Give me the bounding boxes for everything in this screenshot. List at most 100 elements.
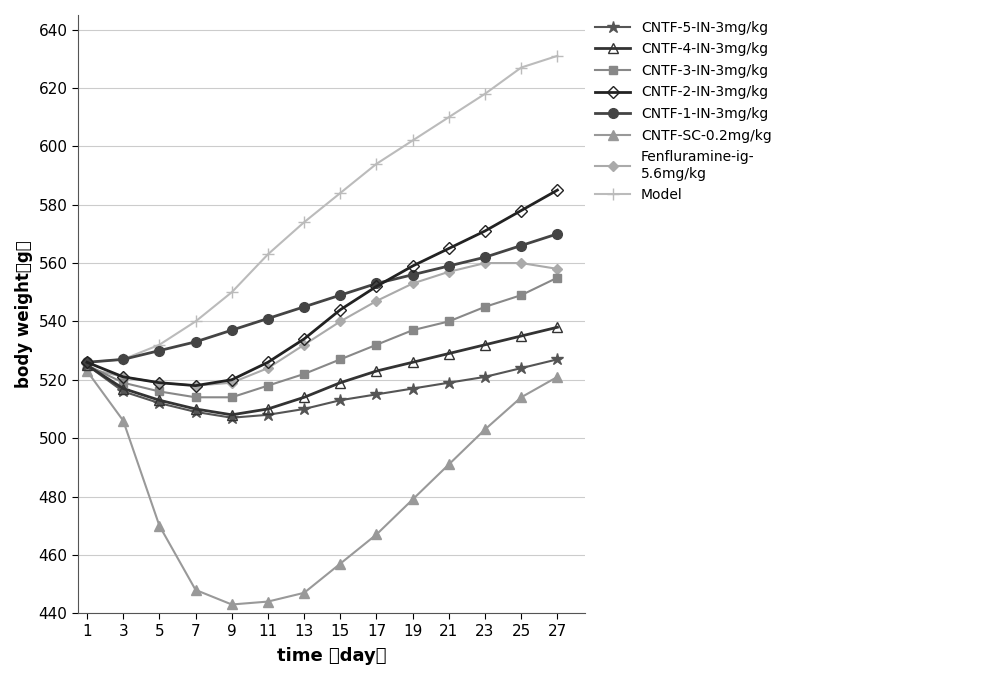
Model (407, 137, 419, 145)
Y-axis label: body weight（g）: body weight（g） (15, 240, 33, 388)
CNTF-4-IN-3mg/kg (551, 323, 563, 331)
Line: CNTF-4-IN-3mg/kg: CNTF-4-IN-3mg/kg (82, 322, 562, 420)
CNTF-1-IN-3mg/kg (551, 230, 563, 238)
CNTF-4-IN-3mg/kg (515, 332, 527, 340)
CNTF-2-IN-3mg/kg (479, 227, 491, 235)
Fenfluramine-ig-
5.6mg/kg (226, 379, 238, 387)
Line: Model: Model (81, 50, 563, 368)
CNTF-2-IN-3mg/kg (298, 335, 310, 343)
CNTF-3-IN-3mg/kg (262, 381, 274, 390)
CNTF-1-IN-3mg/kg (190, 338, 202, 346)
Model (551, 52, 563, 60)
CNTF-SC-0.2mg/kg (190, 586, 202, 594)
CNTF-4-IN-3mg/kg (407, 358, 419, 367)
CNTF-SC-0.2mg/kg (407, 495, 419, 503)
CNTF-5-IN-3mg/kg (262, 411, 274, 419)
CNTF-5-IN-3mg/kg (370, 390, 382, 398)
CNTF-5-IN-3mg/kg (153, 399, 165, 407)
CNTF-SC-0.2mg/kg (226, 600, 238, 609)
CNTF-3-IN-3mg/kg (117, 379, 129, 387)
CNTF-2-IN-3mg/kg (443, 244, 455, 252)
CNTF-3-IN-3mg/kg (226, 393, 238, 401)
CNTF-SC-0.2mg/kg (479, 425, 491, 433)
Line: CNTF-5-IN-3mg/kg: CNTF-5-IN-3mg/kg (81, 353, 564, 424)
CNTF-5-IN-3mg/kg (407, 384, 419, 392)
CNTF-5-IN-3mg/kg (551, 355, 563, 363)
CNTF-2-IN-3mg/kg (551, 186, 563, 194)
X-axis label: time （day）: time （day） (277, 647, 386, 665)
CNTF-5-IN-3mg/kg (334, 396, 346, 405)
CNTF-2-IN-3mg/kg (226, 376, 238, 384)
CNTF-1-IN-3mg/kg (298, 303, 310, 311)
Fenfluramine-ig-
5.6mg/kg (479, 259, 491, 267)
CNTF-4-IN-3mg/kg (190, 405, 202, 413)
CNTF-1-IN-3mg/kg (117, 355, 129, 363)
CNTF-SC-0.2mg/kg (117, 417, 129, 425)
CNTF-2-IN-3mg/kg (370, 282, 382, 290)
Line: Fenfluramine-ig-
5.6mg/kg: Fenfluramine-ig- 5.6mg/kg (84, 260, 561, 389)
CNTF-SC-0.2mg/kg (153, 522, 165, 530)
Legend: CNTF-5-IN-3mg/kg, CNTF-4-IN-3mg/kg, CNTF-3-IN-3mg/kg, CNTF-2-IN-3mg/kg, CNTF-1-I: CNTF-5-IN-3mg/kg, CNTF-4-IN-3mg/kg, CNTF… (590, 15, 777, 208)
CNTF-3-IN-3mg/kg (443, 318, 455, 326)
CNTF-SC-0.2mg/kg (81, 367, 93, 375)
Model (370, 160, 382, 168)
Fenfluramine-ig-
5.6mg/kg (443, 268, 455, 276)
CNTF-SC-0.2mg/kg (515, 393, 527, 401)
CNTF-3-IN-3mg/kg (153, 388, 165, 396)
CNTF-4-IN-3mg/kg (117, 384, 129, 392)
Model (479, 90, 491, 98)
Model (334, 189, 346, 197)
CNTF-3-IN-3mg/kg (407, 326, 419, 335)
Model (81, 358, 93, 367)
Fenfluramine-ig-
5.6mg/kg (551, 265, 563, 273)
CNTF-SC-0.2mg/kg (370, 530, 382, 539)
Model (298, 218, 310, 226)
CNTF-3-IN-3mg/kg (298, 370, 310, 378)
CNTF-1-IN-3mg/kg (370, 279, 382, 288)
CNTF-2-IN-3mg/kg (334, 306, 346, 314)
Line: CNTF-1-IN-3mg/kg: CNTF-1-IN-3mg/kg (82, 229, 562, 367)
CNTF-2-IN-3mg/kg (153, 379, 165, 387)
Fenfluramine-ig-
5.6mg/kg (334, 318, 346, 326)
CNTF-SC-0.2mg/kg (298, 589, 310, 597)
CNTF-1-IN-3mg/kg (262, 314, 274, 322)
Fenfluramine-ig-
5.6mg/kg (153, 379, 165, 387)
Model (117, 355, 129, 363)
Model (226, 288, 238, 296)
Fenfluramine-ig-
5.6mg/kg (298, 341, 310, 349)
CNTF-2-IN-3mg/kg (190, 381, 202, 390)
CNTF-5-IN-3mg/kg (479, 373, 491, 381)
CNTF-3-IN-3mg/kg (334, 355, 346, 363)
CNTF-5-IN-3mg/kg (515, 364, 527, 372)
Fenfluramine-ig-
5.6mg/kg (81, 364, 93, 372)
CNTF-1-IN-3mg/kg (443, 262, 455, 270)
CNTF-4-IN-3mg/kg (334, 379, 346, 387)
CNTF-3-IN-3mg/kg (370, 341, 382, 349)
Fenfluramine-ig-
5.6mg/kg (515, 259, 527, 267)
Fenfluramine-ig-
5.6mg/kg (190, 381, 202, 390)
CNTF-3-IN-3mg/kg (190, 393, 202, 401)
CNTF-SC-0.2mg/kg (443, 460, 455, 469)
CNTF-1-IN-3mg/kg (515, 241, 527, 250)
CNTF-5-IN-3mg/kg (443, 379, 455, 387)
CNTF-4-IN-3mg/kg (153, 396, 165, 405)
CNTF-4-IN-3mg/kg (262, 405, 274, 413)
CNTF-3-IN-3mg/kg (515, 291, 527, 299)
CNTF-4-IN-3mg/kg (81, 361, 93, 369)
CNTF-1-IN-3mg/kg (334, 291, 346, 299)
CNTF-5-IN-3mg/kg (117, 388, 129, 396)
Model (443, 113, 455, 121)
Model (190, 318, 202, 326)
CNTF-2-IN-3mg/kg (117, 373, 129, 381)
CNTF-5-IN-3mg/kg (81, 361, 93, 369)
CNTF-5-IN-3mg/kg (226, 413, 238, 422)
CNTF-5-IN-3mg/kg (298, 405, 310, 413)
Fenfluramine-ig-
5.6mg/kg (117, 373, 129, 381)
Fenfluramine-ig-
5.6mg/kg (262, 364, 274, 372)
CNTF-4-IN-3mg/kg (226, 411, 238, 419)
CNTF-SC-0.2mg/kg (551, 373, 563, 381)
CNTF-SC-0.2mg/kg (334, 560, 346, 568)
Line: CNTF-2-IN-3mg/kg: CNTF-2-IN-3mg/kg (83, 186, 562, 390)
CNTF-1-IN-3mg/kg (81, 358, 93, 367)
Fenfluramine-ig-
5.6mg/kg (407, 279, 419, 288)
